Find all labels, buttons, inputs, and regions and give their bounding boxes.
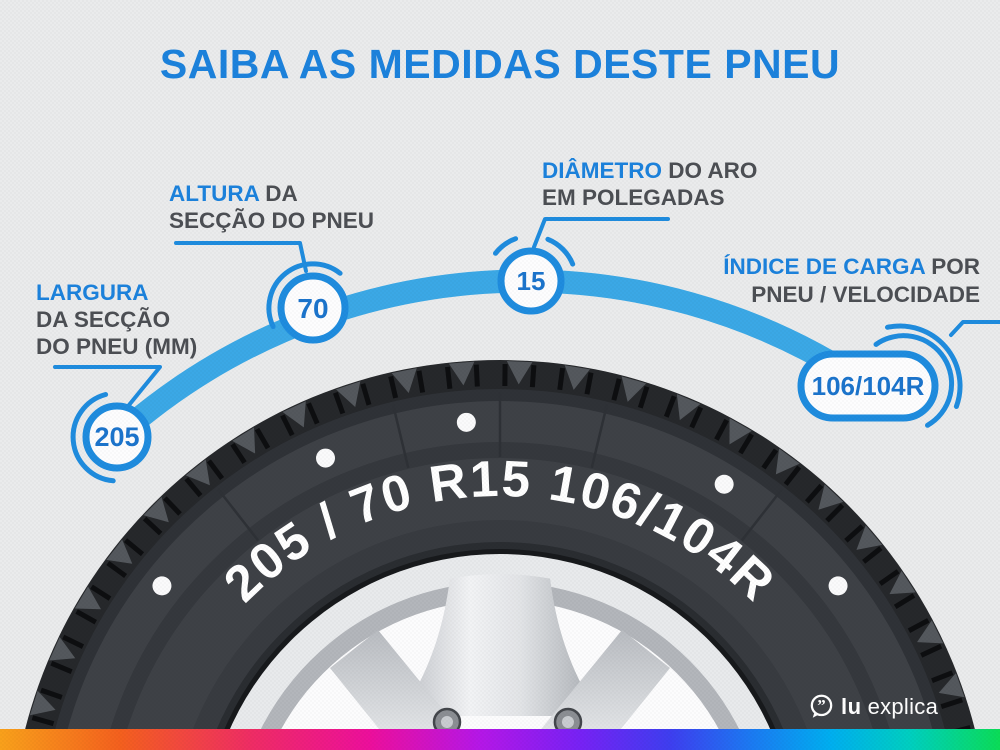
- diametro-pointer-line: [532, 217, 670, 249]
- speech-bubble-quote-icon: ”: [810, 694, 833, 718]
- altura-value-badge: 70: [277, 272, 349, 344]
- altura-label: ALTURA DA SECÇÃO DO PNEU: [169, 181, 375, 233]
- indice-badge-arc-inner: [873, 333, 955, 428]
- sidewall-dots: [152, 412, 848, 596]
- page-title: SAIBA AS MEDIDAS DESTE PNEU: [159, 41, 841, 87]
- largura-pointer-line: [53, 365, 162, 407]
- altura-badge-arc: [266, 261, 343, 330]
- svg-text:70: 70: [297, 293, 328, 324]
- lug-nut: [553, 707, 583, 737]
- altura-pointer-line: [174, 241, 308, 273]
- lu-explica-logo: ” lu explica: [808, 693, 938, 720]
- diametro-label: DIÂMETRO DO ARO EM POLEGADAS: [542, 158, 758, 210]
- rainbow-bar: [0, 729, 1000, 750]
- largura-rest-line3: DO PNEU (MM): [36, 334, 198, 359]
- diametro-badge-arc-left: [493, 236, 519, 256]
- largura-rest-line2: DA SECÇÃO: [36, 307, 171, 332]
- svg-text:15: 15: [517, 266, 546, 296]
- svg-text:205: 205: [94, 422, 139, 452]
- diametro-term: DIÂMETRO: [542, 158, 662, 183]
- largura-badge-arc: [70, 392, 116, 484]
- largura-label: LARGURA DA SECÇÃO DO PNEU (MM): [36, 279, 197, 360]
- svg-text:106/104R: 106/104R: [812, 371, 925, 401]
- logo-brand: lu: [841, 693, 862, 719]
- logo-suffix: explica: [867, 693, 939, 719]
- diametro-rest-line2: EM POLEGADAS: [542, 185, 725, 210]
- indice-pointer-line: [949, 320, 1000, 337]
- largura-term: LARGURA: [36, 280, 149, 305]
- indice-label: ÍNDICE DE CARGA POR PNEU / VELOCIDADE: [723, 254, 980, 307]
- sidewall-seams: [217, 392, 783, 542]
- altura-rest-line2: SECÇÃO DO PNEU: [169, 208, 375, 233]
- indice-term: ÍNDICE DE CARGA: [723, 254, 925, 279]
- center-spoke: [400, 574, 600, 716]
- indice-badge-arc-outer: [885, 323, 963, 409]
- measurement-band: [105, 269, 880, 449]
- wheel-spokes: [330, 574, 670, 750]
- diametro-value-badge: 15: [497, 247, 565, 315]
- largura-value-badge: 205: [82, 402, 152, 472]
- tread-pattern: [21, 361, 979, 750]
- altura-term: ALTURA: [169, 181, 259, 206]
- wheel-rim: [216, 549, 784, 750]
- diametro-badge-arc-right: [545, 236, 576, 267]
- tire: 205 / 70 R15 106/104R: [20, 360, 980, 750]
- indice-value-badge: 106/104R: [797, 350, 939, 422]
- svg-text:”: ”: [817, 696, 825, 715]
- indice-rest-line2: PNEU / VELOCIDADE: [751, 282, 980, 307]
